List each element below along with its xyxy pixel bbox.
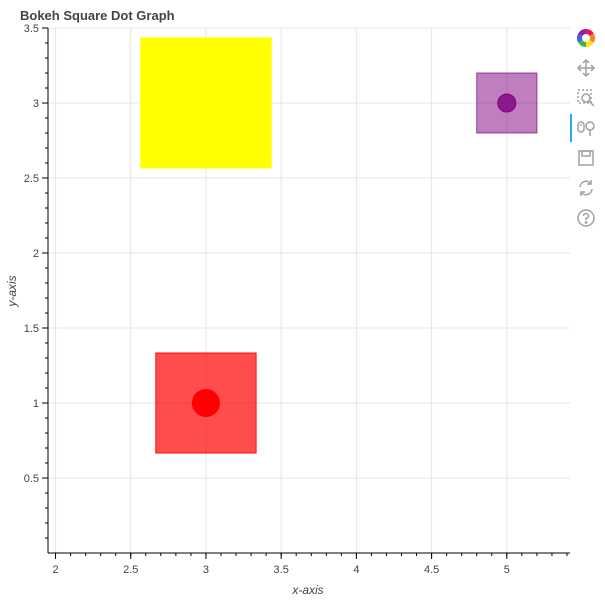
dot-marker-2 bbox=[497, 93, 517, 113]
y-tick-label: 3 bbox=[33, 98, 39, 110]
x-tick-label: 4 bbox=[353, 564, 359, 576]
x-tick-label: 5 bbox=[504, 564, 510, 576]
dot-marker-0 bbox=[191, 389, 220, 417]
active-tool-indicator bbox=[570, 114, 572, 142]
y-tick-label: 2.5 bbox=[24, 173, 39, 185]
help-tool-icon[interactable] bbox=[574, 206, 598, 230]
x-tick-label: 3.5 bbox=[274, 564, 289, 576]
bokeh-logo-icon[interactable] bbox=[574, 26, 598, 50]
y-tick-label: 2 bbox=[33, 248, 39, 260]
box-zoom-tool-icon[interactable] bbox=[574, 86, 598, 110]
y-tick-label: 1.5 bbox=[24, 323, 39, 335]
x-axis-label: x-axis bbox=[291, 583, 323, 597]
y-tick-label: 3.5 bbox=[24, 23, 39, 35]
x-tick-label: 3 bbox=[203, 564, 209, 576]
chart-title: Bokeh Square Dot Graph bbox=[20, 8, 175, 23]
toolbar bbox=[570, 24, 602, 244]
dot-marker-1 bbox=[190, 87, 222, 119]
pan-tool-icon[interactable] bbox=[574, 56, 598, 80]
x-tick-label: 4.5 bbox=[424, 564, 439, 576]
wheel-zoom-tool-icon[interactable] bbox=[574, 116, 598, 140]
save-tool-icon[interactable] bbox=[574, 146, 598, 170]
y-tick-label: 0.5 bbox=[24, 473, 39, 485]
axes: 2 2.5 3 3.5 4 4.5 5 0.5 1 1.5 2 2.5 3 3.5 bbox=[24, 23, 570, 576]
y-tick-label: 1 bbox=[33, 398, 39, 410]
reset-tool-icon[interactable] bbox=[574, 176, 598, 200]
x-tick-label: 2.5 bbox=[123, 564, 138, 576]
data-marks bbox=[140, 37, 538, 454]
y-axis-label: y-axis bbox=[5, 275, 19, 307]
x-tick-label: 2 bbox=[52, 564, 58, 576]
